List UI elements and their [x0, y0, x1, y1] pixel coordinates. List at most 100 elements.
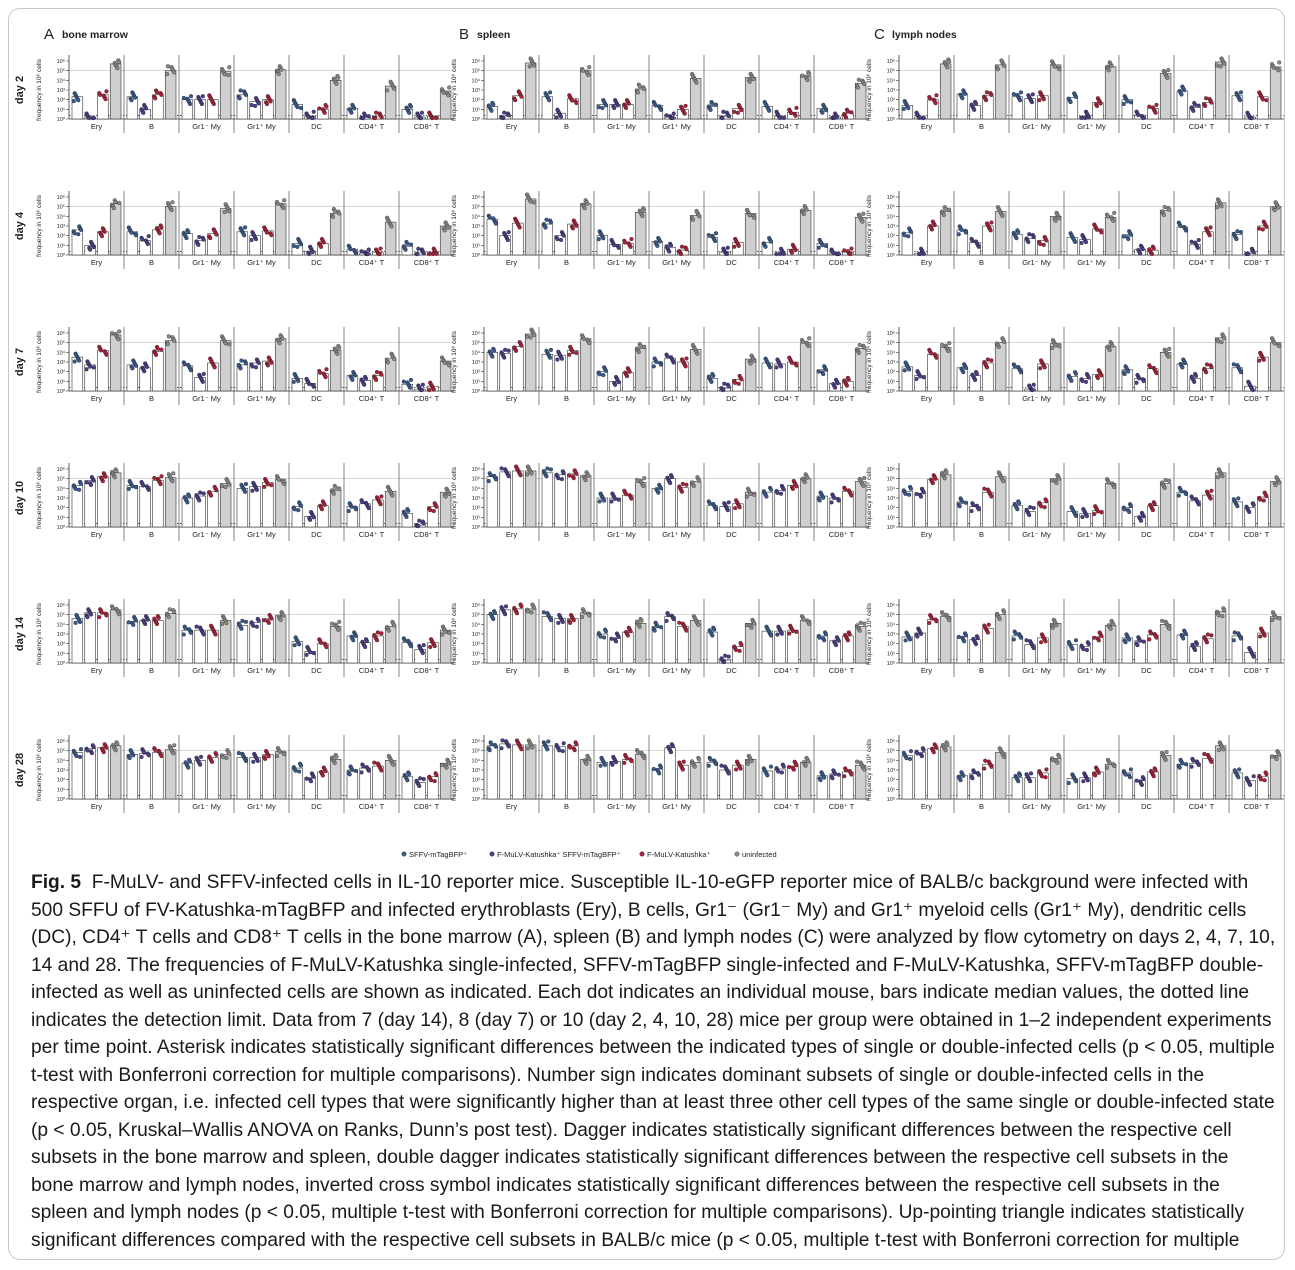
data-point — [87, 115, 92, 121]
x-tick-label: CD8⁺ T — [829, 666, 855, 675]
data-point — [351, 638, 356, 643]
data-point — [1128, 767, 1134, 772]
data-point — [721, 387, 726, 393]
data-point — [934, 355, 939, 360]
y-tick-label: 10² — [887, 98, 895, 104]
data-point — [995, 67, 1000, 72]
data-point — [794, 629, 799, 634]
data-point — [790, 628, 795, 634]
data-point — [146, 234, 151, 239]
data-point — [142, 750, 147, 755]
data-point — [363, 644, 368, 650]
data-point — [1181, 636, 1186, 641]
data-point — [817, 498, 822, 503]
data-point — [823, 632, 829, 637]
data-point — [794, 484, 799, 489]
data-point — [310, 249, 315, 255]
y-tick-label: 10⁵ — [887, 68, 895, 75]
x-tick-label: Ery — [91, 394, 103, 403]
data-point — [724, 251, 729, 257]
bar — [71, 618, 84, 664]
data-point — [165, 64, 170, 69]
bar — [139, 486, 151, 528]
bar — [152, 752, 164, 800]
data-point — [616, 497, 621, 502]
data-point — [278, 617, 283, 623]
x-tick-label: CD8⁺ T — [414, 530, 440, 539]
data-point — [159, 474, 164, 479]
data-point — [739, 377, 744, 382]
data-point — [374, 377, 379, 382]
y-tick-label: 10⁵ — [57, 748, 65, 755]
data-point — [379, 768, 384, 773]
data-point — [988, 228, 993, 233]
data-point — [601, 236, 606, 241]
y-tick-label: 10⁴ — [57, 213, 66, 220]
bar — [152, 620, 164, 664]
data-point — [321, 240, 326, 245]
data-point — [970, 238, 975, 243]
bar — [799, 210, 812, 256]
data-point — [556, 620, 561, 625]
data-point — [197, 234, 202, 240]
data-point — [1122, 372, 1127, 377]
data-point — [1121, 101, 1126, 107]
data-point — [88, 612, 94, 617]
bar — [236, 757, 249, 800]
y-tick-label: 10¹ — [57, 379, 65, 385]
bar — [236, 94, 249, 120]
x-tick-label: B — [149, 802, 154, 811]
data-point — [1140, 247, 1145, 252]
data-point — [713, 507, 719, 512]
y-tick-label: 10² — [887, 234, 895, 240]
data-point — [1141, 378, 1146, 384]
x-tick-label: DC — [726, 666, 737, 675]
bar — [994, 342, 1007, 392]
data-point — [735, 110, 740, 115]
data-point — [1018, 90, 1024, 95]
bar — [262, 754, 274, 800]
y-tick-label: 10⁰ — [887, 524, 896, 531]
data-point — [603, 368, 609, 373]
y-tick-label: 10³ — [472, 496, 480, 502]
data-point — [610, 762, 615, 767]
data-point — [836, 772, 841, 777]
data-point — [722, 659, 727, 665]
data-point — [1154, 635, 1159, 640]
data-point — [1026, 239, 1031, 245]
y-tick-label: 10⁴ — [472, 757, 481, 764]
data-point — [514, 611, 520, 616]
data-point — [1194, 641, 1199, 647]
bar — [634, 348, 647, 392]
data-point — [726, 771, 731, 776]
x-tick-label: Ery — [921, 666, 933, 675]
data-point — [1204, 96, 1209, 101]
data-point — [1110, 343, 1115, 348]
data-point — [78, 481, 84, 486]
bar — [609, 760, 621, 800]
data-point — [627, 369, 632, 374]
data-point — [188, 101, 193, 107]
x-tick-label: B — [979, 666, 984, 675]
x-tick-label: B — [979, 122, 984, 131]
data-point — [443, 494, 448, 499]
data-point — [934, 93, 939, 98]
data-point — [624, 105, 629, 111]
data-point — [908, 486, 914, 491]
data-point — [88, 247, 93, 252]
y-tick-label: 10⁶ — [57, 194, 65, 201]
x-tick-label: CD4⁺ T — [359, 530, 385, 539]
x-tick-label: Ery — [921, 394, 933, 403]
bar — [164, 477, 177, 528]
data-point — [181, 95, 186, 100]
bar — [126, 485, 139, 528]
data-point — [264, 230, 270, 235]
data-point — [487, 748, 492, 753]
data-point — [366, 506, 371, 511]
data-point — [989, 92, 994, 97]
data-point — [243, 361, 249, 366]
data-point — [439, 762, 445, 768]
bar — [541, 472, 554, 528]
data-point — [227, 209, 232, 214]
data-point — [1262, 633, 1267, 638]
